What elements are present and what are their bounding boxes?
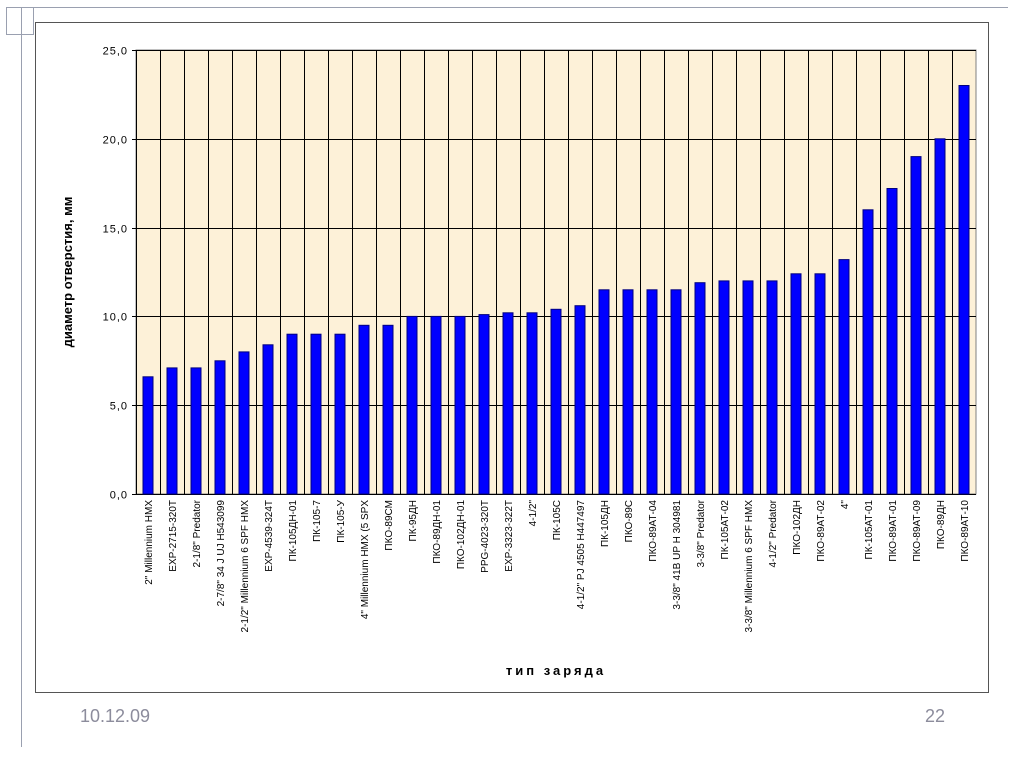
bar bbox=[622, 289, 634, 495]
x-tick-label: ПКО-89АТ-02 bbox=[816, 500, 827, 562]
x-tick-label: EXP-2715-320T bbox=[168, 500, 179, 572]
x-tick-label: ПКО-89АТ-04 bbox=[648, 500, 659, 562]
x-tick-label: ПКО-89АТ-01 bbox=[888, 500, 899, 562]
x-tick-label: 3-3/8" 41B UP H 304981 bbox=[672, 500, 683, 610]
slide-page-number: 22 bbox=[925, 706, 946, 726]
x-tick-label: EXP-4539-324T bbox=[264, 500, 275, 572]
x-tick-label: ПК-105-У bbox=[336, 499, 347, 542]
x-tick-label: ПК-105АТ-01 bbox=[864, 500, 875, 560]
bar bbox=[574, 305, 586, 495]
bar bbox=[910, 156, 922, 495]
x-tick-label: ПК-105С bbox=[552, 500, 563, 540]
x-tick-label: 4-1/2" Predator bbox=[768, 499, 779, 567]
x-tick-label: ПКО-89АТ-09 bbox=[912, 500, 923, 562]
y-tick-label: 10,0 bbox=[103, 312, 128, 324]
x-tick-label: ПКО-89АТ-10 bbox=[960, 500, 971, 562]
x-tick-label: 2-1/2" Millennium 6 SPF HMX bbox=[240, 500, 251, 633]
bar bbox=[646, 289, 658, 495]
bar bbox=[694, 282, 706, 495]
bar bbox=[430, 315, 442, 495]
bar bbox=[550, 308, 562, 495]
bar bbox=[526, 312, 538, 495]
bar bbox=[502, 312, 514, 495]
x-tick-label: ПКО-102ДН bbox=[792, 500, 803, 555]
x-tick-label: 2-7/8" 34 J UJ H543099 bbox=[216, 500, 227, 607]
x-tick-label: 4" Millennium HMX (5 SPX bbox=[360, 500, 371, 619]
bar bbox=[790, 273, 802, 495]
x-tick-label: ПКО-89ДН bbox=[936, 500, 947, 549]
bar bbox=[334, 333, 346, 495]
x-tick-label: ПК-105АТ-02 bbox=[720, 500, 731, 560]
bar bbox=[310, 333, 322, 495]
y-tick-label: 15,0 bbox=[103, 224, 128, 236]
y-tick-label: 0,0 bbox=[110, 490, 128, 502]
bar bbox=[670, 289, 682, 495]
bar bbox=[358, 324, 370, 495]
x-tick-label: ПК-95ДН bbox=[408, 500, 419, 541]
bar bbox=[934, 138, 946, 495]
bar bbox=[862, 209, 874, 495]
bar-chart: 0,0 5,0 10,0 15,0 20,0 25,0 2" Millennium HMX E… bbox=[60, 46, 977, 678]
y-axis-title: диаметр отверстия, мм bbox=[60, 197, 75, 348]
bar bbox=[886, 188, 898, 495]
bar bbox=[142, 376, 154, 495]
x-tick-label: ПКО-89С bbox=[624, 500, 635, 542]
x-tick-label: ПКО-102ДН-01 bbox=[456, 500, 467, 570]
bar bbox=[718, 280, 730, 495]
bar bbox=[382, 324, 394, 495]
slide-left-rule bbox=[21, 7, 22, 747]
x-tick-label: ПКО-89СМ bbox=[384, 500, 395, 551]
bar bbox=[598, 289, 610, 495]
x-tick-label: PPG-4023-320T bbox=[480, 500, 491, 573]
y-tick-label: 25,0 bbox=[103, 46, 128, 58]
slide-corner-square bbox=[6, 7, 34, 35]
bar bbox=[838, 259, 850, 495]
bar bbox=[958, 85, 970, 495]
x-tick-label: 4" bbox=[840, 500, 851, 510]
slide-date: 10.12.09 bbox=[80, 706, 151, 726]
bar bbox=[478, 314, 490, 495]
bar bbox=[454, 315, 466, 495]
x-tick-label: ПКО-89ДН-01 bbox=[432, 500, 443, 564]
bar bbox=[766, 280, 778, 495]
x-tick-label: ПК-105-7 bbox=[312, 500, 323, 542]
bar bbox=[742, 280, 754, 495]
chart-frame: 0,0 5,0 10,0 15,0 20,0 25,0 2" Millennium HMX E… bbox=[35, 22, 989, 693]
bar bbox=[406, 315, 418, 495]
x-tick-label: 4-1/2" PJ 4505 H447497 bbox=[576, 500, 587, 610]
x-tick-label: ПК-105ДН bbox=[600, 500, 611, 547]
x-axis-title: тип заряда bbox=[506, 663, 606, 678]
x-tick-label: ПК-105ДН-01 bbox=[288, 500, 299, 562]
bar bbox=[262, 344, 274, 495]
x-tick-label: EXP-3323-322T bbox=[504, 500, 515, 572]
bar bbox=[190, 367, 202, 495]
y-tick-label: 5,0 bbox=[110, 401, 128, 413]
bar bbox=[286, 333, 298, 495]
x-tick-label: 2-1/8" Predator bbox=[192, 499, 203, 567]
x-tick-label: 3-3/8" Predator bbox=[696, 499, 707, 567]
x-tick-label: 3-3/8" Millennium 6 SPF HMX bbox=[744, 500, 755, 633]
bar bbox=[214, 360, 226, 495]
y-tick-label: 20,0 bbox=[103, 135, 128, 147]
bar bbox=[814, 273, 826, 495]
x-tick-label: 4-1/2" bbox=[528, 500, 539, 527]
x-tick-label: 2" Millennium HMX bbox=[144, 500, 155, 585]
bar bbox=[238, 351, 250, 495]
bar bbox=[166, 367, 178, 495]
slide-top-rule bbox=[22, 7, 1008, 8]
